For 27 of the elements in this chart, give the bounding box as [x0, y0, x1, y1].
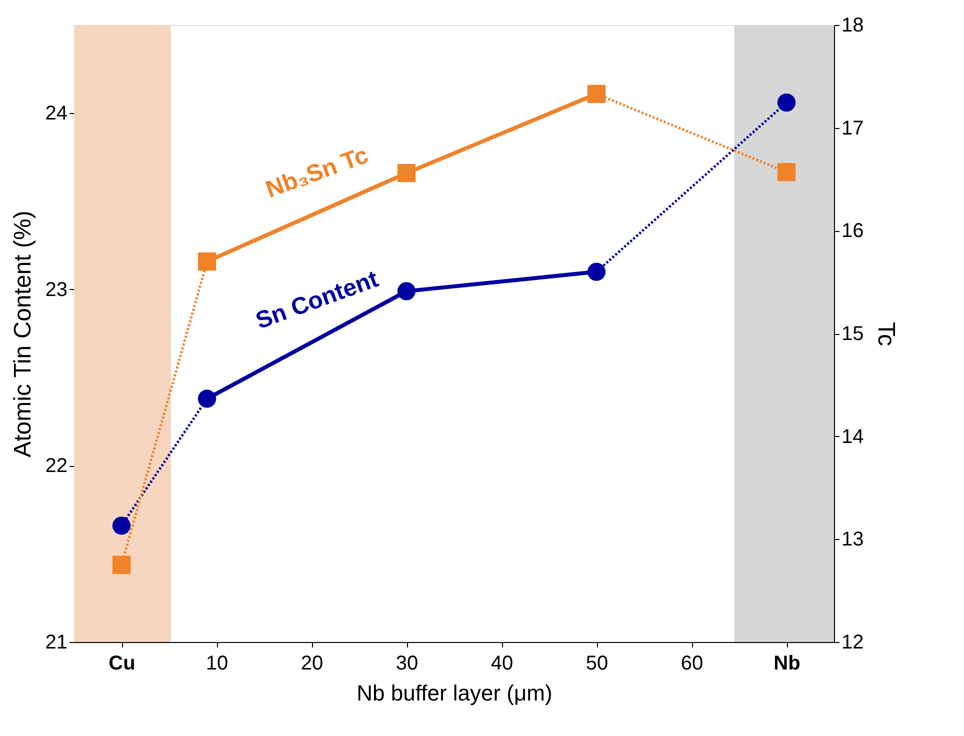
y2-tick-label: 18 — [842, 14, 864, 36]
y2-tick-label: 14 — [842, 426, 864, 448]
y-tick-label: 21 — [45, 632, 68, 654]
point — [777, 94, 796, 112]
point — [112, 556, 131, 574]
y-tick-label: 24 — [45, 102, 68, 125]
point — [112, 516, 131, 535]
x-tick-label: 50 — [586, 652, 608, 674]
y2-axis-title: Tc — [872, 322, 900, 346]
y2-tick-label: 17 — [842, 117, 864, 140]
x-tick-label: 10 — [206, 652, 228, 674]
y2-tick-label: 13 — [842, 528, 864, 551]
x-tick-label: 30 — [396, 652, 418, 674]
x-tick-label: Nb — [774, 652, 800, 674]
x-tick-label: Cu — [108, 652, 136, 674]
y-tick-label: 23 — [45, 278, 68, 301]
x-tick-label: 60 — [680, 652, 704, 674]
y2-tick-label: 16 — [842, 220, 864, 242]
y2-tick-label: 15 — [842, 323, 864, 345]
y2-tick-label: 12 — [842, 632, 864, 654]
y-axis-title: Atomic Tin Content (%) — [9, 210, 36, 458]
point — [777, 162, 796, 182]
x-tick-label: 40 — [490, 652, 514, 674]
x-axis-title: Nb buffer layer (μm) — [356, 680, 552, 706]
text: Nb₃Sn Tc — [262, 142, 372, 204]
y-tick-label: 22 — [45, 455, 68, 478]
x-tick-label: 20 — [300, 652, 324, 674]
